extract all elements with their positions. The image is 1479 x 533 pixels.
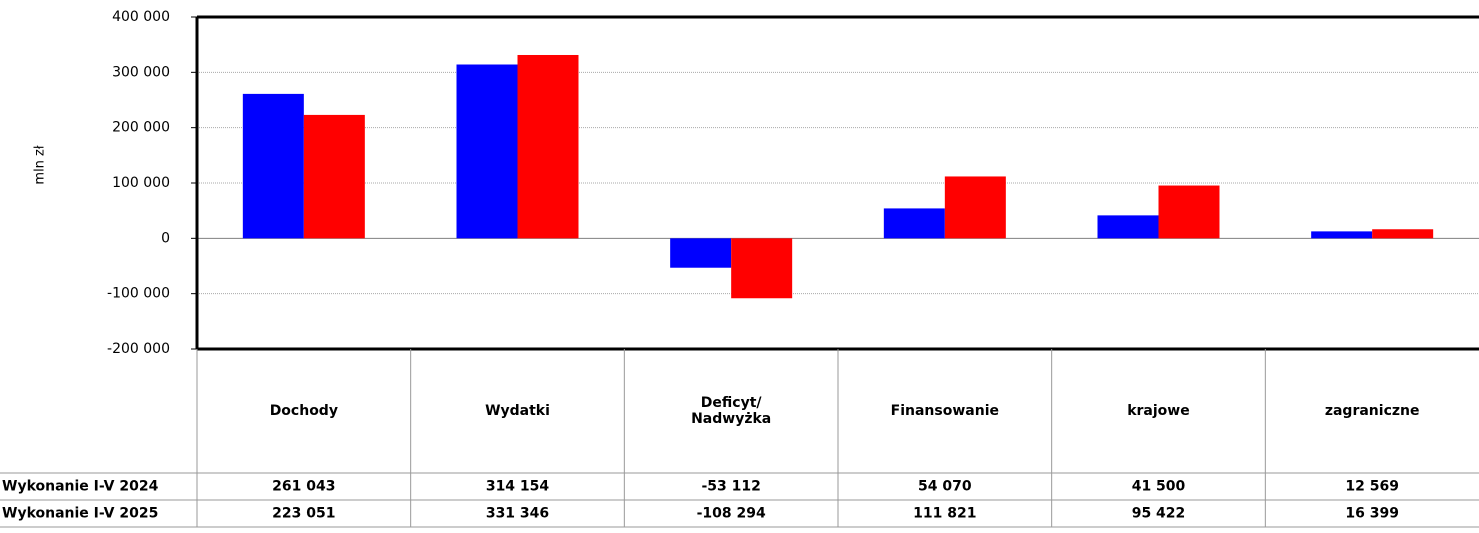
y-tick-label: 200 000 bbox=[112, 120, 170, 136]
bar bbox=[456, 64, 518, 239]
y-tick-label: 300 000 bbox=[112, 64, 170, 80]
data-label: 331 346 bbox=[486, 506, 549, 522]
y-tick-label: 400 000 bbox=[112, 9, 170, 25]
y-tick-label: 100 000 bbox=[112, 175, 170, 191]
data-label: -108 294 bbox=[697, 506, 766, 522]
bar bbox=[1097, 215, 1159, 239]
legend-label: Wykonanie I-V 2024 bbox=[2, 479, 159, 495]
bar bbox=[517, 54, 579, 239]
category-label: Deficyt/ Nadwyżka bbox=[691, 395, 772, 427]
data-label: 261 043 bbox=[272, 479, 335, 495]
category-label: zagraniczne bbox=[1324, 403, 1420, 419]
data-label: 41 500 bbox=[1132, 479, 1186, 495]
data-label: 16 399 bbox=[1345, 506, 1399, 522]
bar bbox=[303, 114, 365, 239]
data-label: 314 154 bbox=[486, 479, 550, 495]
y-tick-label: -100 000 bbox=[107, 286, 170, 302]
bar bbox=[242, 93, 304, 239]
data-label: 54 070 bbox=[918, 479, 972, 495]
y-axis-label: mln zł bbox=[33, 145, 48, 184]
data-label: -53 112 bbox=[701, 479, 760, 495]
category-label: Dochody bbox=[269, 403, 338, 419]
bar bbox=[1311, 231, 1373, 239]
category-label: Wydatki bbox=[485, 403, 550, 419]
bar bbox=[883, 208, 945, 239]
legend-label: Wykonanie I-V 2025 bbox=[2, 506, 158, 522]
data-label: 111 821 bbox=[913, 506, 976, 522]
bar bbox=[731, 238, 793, 299]
bar bbox=[944, 176, 1006, 239]
bar bbox=[1372, 229, 1434, 239]
data-label: 223 051 bbox=[272, 506, 335, 522]
y-tick-label: -200 000 bbox=[107, 341, 170, 357]
data-label: 95 422 bbox=[1132, 506, 1186, 522]
category-label: krajowe bbox=[1127, 403, 1190, 419]
y-tick-label: 0 bbox=[161, 230, 170, 246]
bar bbox=[670, 238, 732, 268]
bar bbox=[1158, 185, 1220, 239]
category-label: Finansowanie bbox=[890, 403, 999, 419]
data-label: 12 569 bbox=[1345, 479, 1399, 495]
